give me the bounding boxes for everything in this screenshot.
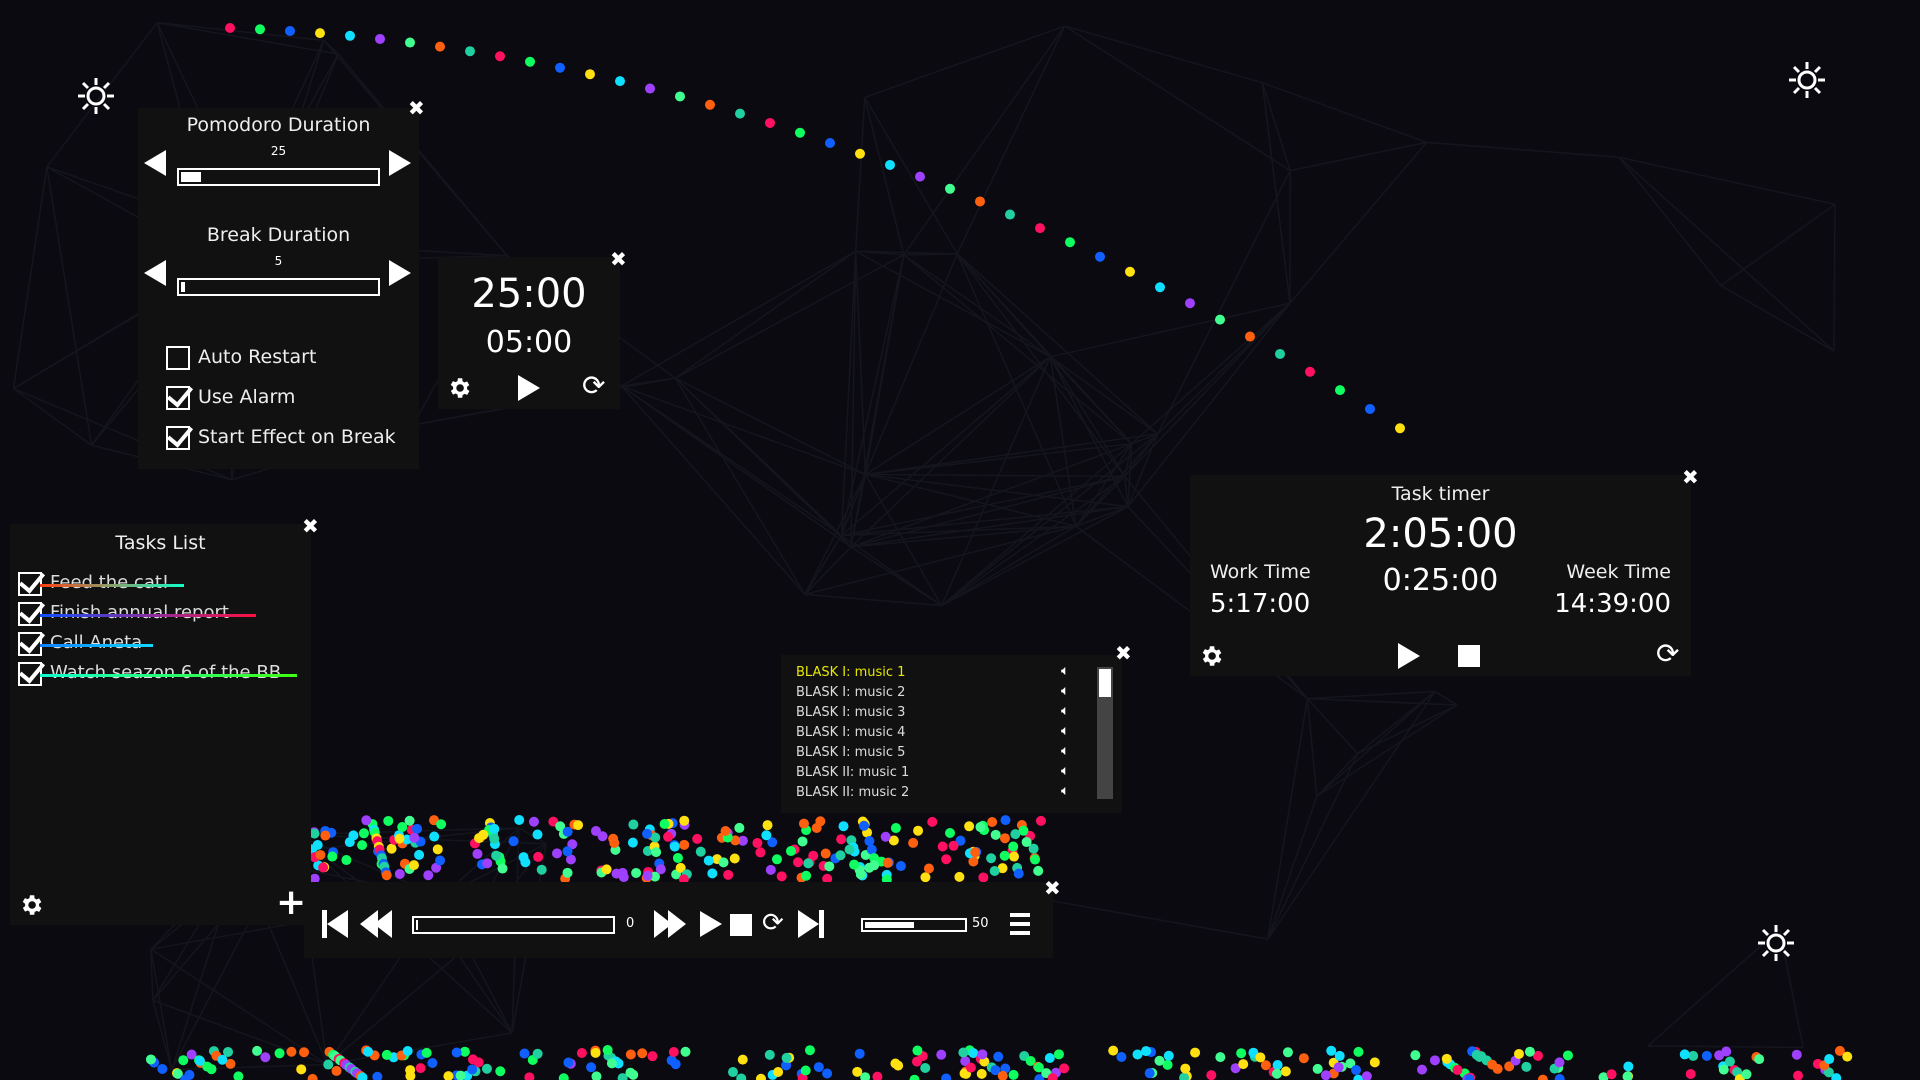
auto-restart-checkbox[interactable] [166,346,190,370]
pomodoro-timer-panel: ✖ 25:00 05:00 ⟳ [438,249,627,409]
track-position: 0 [626,916,635,931]
music-player-bar: ✖ 0 ⟳ 50 [304,878,1061,958]
speaker-icon[interactable]: 🔈︎ [1061,663,1070,679]
speaker-icon[interactable]: 🔈︎ [1061,723,1070,739]
volume-slider[interactable] [861,918,967,932]
task-total-time: 2:05:00 [1363,511,1518,557]
playlist-song[interactable]: BLASK I: music 3 [796,705,906,720]
gear-icon[interactable] [446,375,472,401]
speaker-icon[interactable]: 🔈︎ [1061,683,1070,699]
close-icon[interactable]: ✖ [408,96,425,120]
week-time-label: Week Time [1566,561,1671,583]
slider-fill [416,920,418,930]
stop-button[interactable] [730,914,752,936]
task-strikethrough [40,614,256,617]
close-icon[interactable]: ✖ [302,514,319,538]
scrollbar-thumb[interactable] [1099,669,1111,697]
start-effect-checkbox[interactable] [166,426,190,450]
tasks-list-panel: ✖ Tasks List Feed the cat! Finish annual… [10,516,319,925]
playlist-panel: ✖ BLASK I: music 1 🔈︎ BLASK I: music 2 🔈︎ BL… [781,643,1132,813]
fast-forward-button[interactable] [654,910,690,938]
task-checkbox[interactable] [18,572,42,596]
pomodoro-duration-value: 25 [270,144,287,158]
sun-icon[interactable] [1756,923,1796,963]
task-strikethrough [40,644,153,647]
slider-fill [181,172,201,182]
volume-value: 50 [972,916,989,931]
work-time-label: Work Time [1210,561,1311,583]
break-increase-button[interactable] [389,260,411,286]
play-button[interactable] [1398,643,1420,669]
add-task-button[interactable]: + [276,882,307,923]
playlist-song[interactable]: BLASK II: music 2 [796,785,910,800]
playlist-scrollbar[interactable] [1097,667,1113,799]
task-label: Watch seazon 6 of the BB [50,662,282,683]
task-checkbox[interactable] [18,632,42,656]
stop-button[interactable] [1458,645,1480,667]
gear-icon[interactable] [1198,643,1224,669]
break-slider[interactable] [177,278,380,296]
break-timer: 05:00 [485,325,573,360]
task-strikethrough [40,674,298,677]
restart-icon[interactable]: ⟳ [582,369,606,402]
pomodoro-duration-label: Pomodoro Duration [186,114,371,136]
week-time-value: 14:39:00 [1554,589,1671,619]
start-effect-label: Start Effect on Break [198,426,396,448]
repeat-one-icon[interactable]: ⟳ [762,908,784,938]
next-track-button[interactable] [798,910,824,938]
pomodoro-settings-panel: ✖ Pomodoro Duration 25 Break Duration 5 … [138,98,425,469]
work-timer: 25:00 [471,271,587,317]
task-strikethrough [40,584,184,587]
previous-track-button[interactable] [322,910,348,938]
tasks-title: Tasks List [115,532,206,554]
playlist-song[interactable]: BLASK I: music 4 [796,725,906,740]
pomodoro-slider[interactable] [177,168,380,186]
playlist-song[interactable]: BLASK I: music 1 [796,665,906,680]
task-timer-title: Task timer [1391,483,1490,505]
play-button[interactable] [700,911,722,937]
auto-restart-label: Auto Restart [198,346,317,368]
task-checkbox[interactable] [18,602,42,626]
speaker-icon[interactable]: 🔈︎ [1061,763,1070,779]
speaker-icon[interactable]: 🔈︎ [1061,703,1070,719]
gear-icon[interactable] [18,892,44,918]
use-alarm-label: Use Alarm [198,386,296,408]
speaker-icon[interactable]: 🔈︎ [1061,743,1070,759]
play-button[interactable] [518,375,540,401]
playlist-song[interactable]: BLASK I: music 2 [796,685,906,700]
speaker-icon[interactable]: 🔈︎ [1061,783,1070,799]
use-alarm-checkbox[interactable] [166,386,190,410]
menu-icon[interactable] [1010,913,1030,935]
break-duration-value: 5 [274,254,283,268]
task-label: Finish annual report [50,602,229,623]
task-label: Call Aneta [50,632,143,653]
task-current-time: 0:25:00 [1382,563,1499,598]
slider-fill [865,922,914,928]
restart-icon[interactable]: ⟳ [1656,637,1680,670]
playlist-song[interactable]: BLASK I: music 5 [796,745,906,760]
task-label: Feed the cat! [50,572,170,593]
sun-icon[interactable] [1787,60,1827,100]
work-time-value: 5:17:00 [1210,589,1311,619]
playlist-song[interactable]: BLASK II: music 1 [796,765,910,780]
pomodoro-increase-button[interactable] [389,150,411,176]
close-icon[interactable]: ✖ [1044,876,1061,900]
pomodoro-decrease-button[interactable] [144,150,166,176]
close-icon[interactable]: ✖ [1115,641,1132,665]
task-timer-panel: ✖ Task timer 2:05:00 0:25:00 Work Time 5… [1190,467,1699,676]
break-duration-label: Break Duration [206,224,351,246]
close-icon[interactable]: ✖ [1682,465,1699,489]
break-decrease-button[interactable] [144,260,166,286]
close-icon[interactable]: ✖ [610,247,627,271]
sun-icon[interactable] [76,76,116,116]
task-checkbox[interactable] [18,662,42,686]
slider-fill [181,282,185,292]
track-progress-slider[interactable] [412,916,615,934]
rewind-button[interactable] [360,910,396,938]
